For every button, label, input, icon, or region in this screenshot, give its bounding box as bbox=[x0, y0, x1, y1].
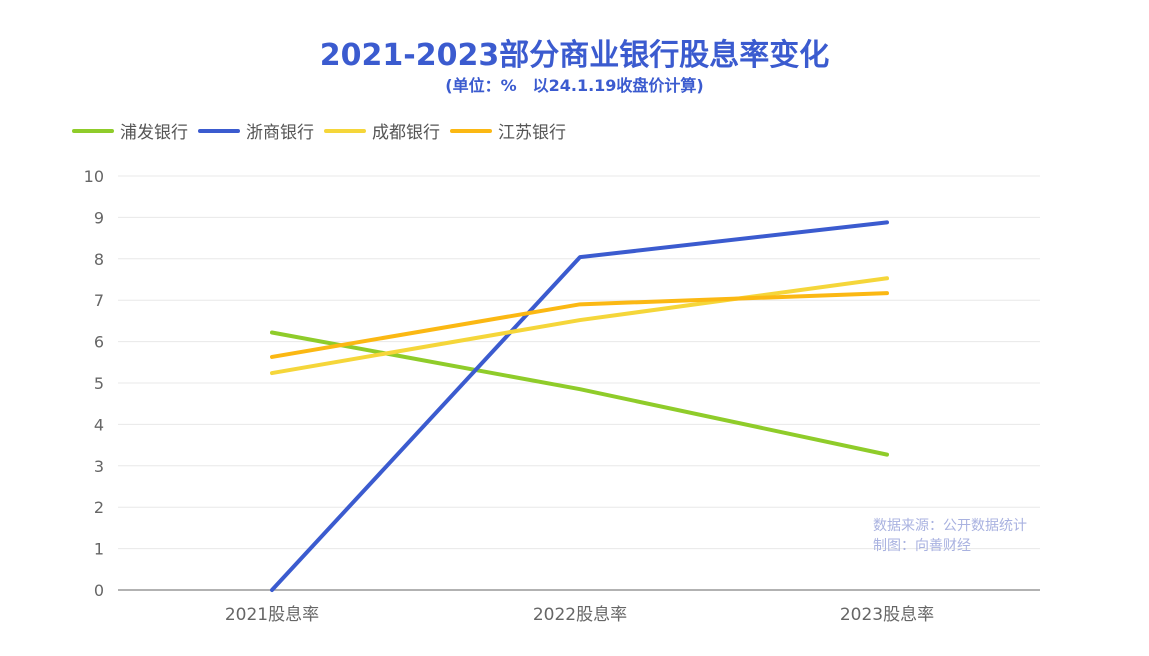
y-tick-label: 2 bbox=[94, 498, 104, 517]
y-tick-label: 9 bbox=[94, 208, 104, 227]
y-tick-label: 1 bbox=[94, 540, 104, 559]
legend-item-pufa: 浦发银行 bbox=[72, 118, 188, 143]
y-tick-label: 10 bbox=[84, 167, 104, 186]
chart-title: 2021-2023部分商业银行股息率变化 bbox=[319, 38, 830, 73]
legend-swatch-zheshang bbox=[198, 128, 240, 133]
x-tick-label: 2021股息率 bbox=[225, 605, 319, 625]
series-line-0 bbox=[270, 330, 889, 457]
series-line-1 bbox=[270, 220, 889, 592]
legend-swatch-chengdu bbox=[324, 128, 366, 133]
legend-swatch-pufa bbox=[72, 128, 114, 133]
legend-label-pufa: 浦发银行 bbox=[120, 123, 188, 143]
legend: 浦发银行 浙商银行 成都银行 江苏银行 bbox=[72, 118, 576, 143]
y-tick-label: 8 bbox=[94, 250, 104, 269]
y-tick-label: 4 bbox=[94, 415, 104, 434]
source-line-data: 数据来源：公开数据统计 bbox=[873, 518, 1027, 534]
series-line-3 bbox=[270, 291, 889, 359]
y-tick-label: 0 bbox=[94, 581, 104, 600]
source-line-author: 制图：向善财经 bbox=[873, 538, 971, 554]
source-note: 数据来源：公开数据统计 制图：向善财经 bbox=[873, 516, 1027, 556]
y-tick-label: 5 bbox=[94, 374, 104, 393]
chart-subtitle: (单位：% 以24.1.19收盘价计算) bbox=[445, 76, 704, 95]
legend-item-jiangsu: 江苏银行 bbox=[450, 118, 566, 143]
y-tick-label: 6 bbox=[94, 333, 104, 352]
x-tick-label: 2022股息率 bbox=[533, 605, 627, 625]
legend-label-jiangsu: 江苏银行 bbox=[498, 123, 566, 143]
y-tick-label: 3 bbox=[94, 457, 104, 476]
legend-item-chengdu: 成都银行 bbox=[324, 118, 440, 143]
legend-swatch-jiangsu bbox=[450, 128, 492, 133]
legend-label-zheshang: 浙商银行 bbox=[246, 123, 314, 143]
legend-label-chengdu: 成都银行 bbox=[372, 123, 440, 143]
legend-item-zheshang: 浙商银行 bbox=[198, 118, 314, 143]
y-tick-label: 7 bbox=[94, 291, 104, 310]
series-line-2 bbox=[270, 276, 889, 376]
x-tick-label: 2023股息率 bbox=[840, 605, 934, 625]
